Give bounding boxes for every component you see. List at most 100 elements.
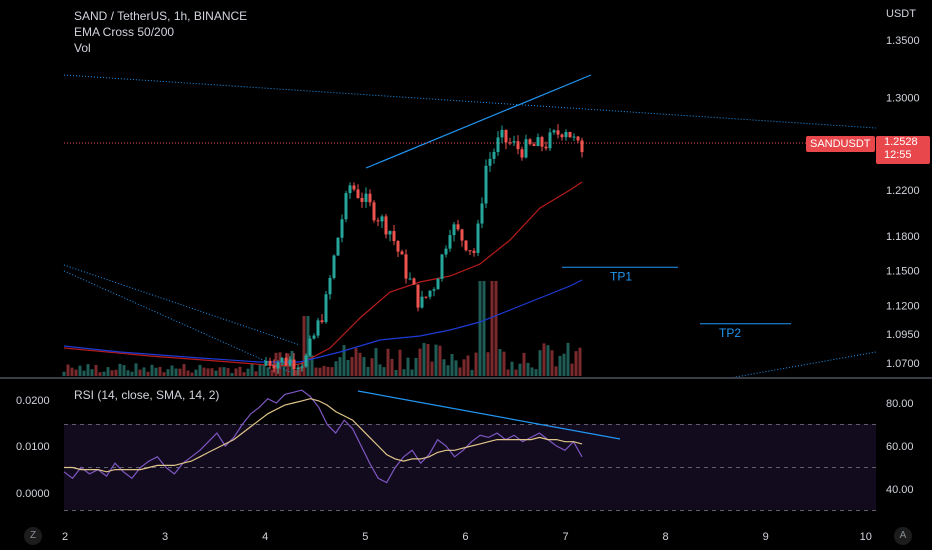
rsi-series	[63, 389, 876, 511]
candle-body	[548, 132, 552, 149]
volume-bar	[386, 348, 390, 376]
candle-body	[340, 219, 344, 238]
candle-body	[316, 320, 320, 336]
volume-bar	[302, 316, 306, 376]
candle-body	[292, 359, 296, 369]
time-tick-label: 6	[462, 531, 468, 543]
candle-body	[580, 140, 584, 153]
candle-body	[532, 144, 536, 146]
volume-bar	[278, 352, 282, 376]
volume-bar	[294, 369, 298, 376]
rsi-divergence-line	[357, 390, 621, 440]
take-profit-levels: TP1 TP2	[562, 266, 791, 340]
volume-bar	[66, 364, 70, 376]
volume-bar	[350, 356, 354, 376]
symbol-title[interactable]: SAND / TetherUS, 1h, BINANCE	[74, 9, 248, 23]
volume-bar	[306, 316, 310, 376]
volume-bar	[310, 355, 314, 376]
time-tick-label: 3	[162, 531, 168, 543]
volume-bar	[446, 365, 450, 376]
candle-body	[468, 250, 472, 252]
volume-bar	[366, 367, 370, 376]
rsi-indicator-label[interactable]: RSI (14, close, SMA, 14, 2)	[74, 388, 220, 402]
candle-body	[516, 141, 520, 150]
volume-bar	[418, 348, 422, 376]
volume-bar	[222, 367, 226, 376]
volume-indicator-label[interactable]: Vol	[74, 41, 91, 55]
candle-body	[476, 223, 480, 253]
ema-200-line	[63, 279, 583, 363]
candle-body	[328, 277, 332, 295]
candle-body	[308, 338, 312, 356]
resistance-trendline	[63, 74, 877, 129]
volume-bar	[118, 363, 122, 376]
volume-bar	[198, 364, 202, 376]
candle-body	[348, 185, 352, 194]
volume-bar	[514, 369, 518, 376]
volume-bar	[538, 350, 542, 376]
volume-bar	[166, 369, 170, 376]
volume-bar	[174, 368, 178, 376]
volume-bar	[442, 359, 446, 376]
volume-bar	[178, 368, 182, 376]
volume-bar	[106, 367, 110, 376]
volume-bar	[254, 371, 258, 376]
candle-countdown: 12:55	[884, 149, 912, 161]
time-tick-label: 5	[362, 531, 368, 543]
candle-body	[460, 229, 464, 241]
volume-bar	[326, 366, 330, 376]
price-tick-label: 1.2200	[886, 185, 920, 197]
volume-bar	[458, 367, 462, 376]
volume-bar	[526, 362, 530, 376]
candle-body	[408, 278, 412, 280]
volume-tick-label: 0.0100	[16, 441, 50, 453]
volume-bar	[170, 365, 174, 376]
price-axis[interactable]: 1.35001.30001.26001.22001.18001.15001.12…	[886, 35, 920, 370]
candle-body	[472, 250, 476, 253]
candle-body	[480, 203, 484, 224]
rsi-tick-label: 80.00	[886, 398, 914, 410]
candle-body	[388, 231, 392, 235]
candle-body	[268, 360, 272, 366]
candle-body	[488, 158, 492, 166]
candle-body	[356, 189, 360, 198]
volume-bar	[430, 361, 434, 376]
ema-50-line	[63, 181, 583, 367]
auto-scale-button[interactable]: A	[894, 527, 912, 545]
volume-bar	[98, 372, 102, 376]
candle-body	[536, 137, 540, 146]
zoom-reset-button[interactable]: Z	[24, 527, 42, 545]
candle-body	[284, 357, 288, 366]
volume-bar	[138, 369, 142, 376]
time-tick-label: 4	[262, 531, 268, 543]
volume-bar	[102, 371, 106, 376]
volume-bar	[482, 281, 486, 376]
volume-bar	[142, 367, 146, 376]
volume-bar	[394, 369, 398, 376]
volume-bar	[158, 366, 162, 376]
candle-body	[384, 216, 388, 235]
volume-bar	[250, 363, 254, 376]
volume-bar	[474, 352, 478, 376]
volume-bar	[186, 370, 190, 376]
rsi-line	[63, 389, 583, 484]
ema-indicator-label[interactable]: EMA Cross 50/200	[74, 25, 175, 39]
candle-body	[512, 141, 516, 143]
volume-bar	[506, 369, 510, 376]
rsi-ma-line	[64, 398, 583, 473]
candle-body	[332, 255, 336, 278]
volume-bar	[334, 361, 338, 376]
volume-bar	[274, 352, 278, 376]
rsi-axis[interactable]: 80.00 60.00 40.00	[886, 398, 914, 496]
volume-bar	[570, 363, 574, 376]
volume-bar	[354, 348, 358, 376]
volume-bars	[62, 281, 582, 376]
volume-bar	[558, 355, 562, 376]
volume-bar	[242, 372, 246, 376]
volume-tick-label: 0.0000	[16, 488, 50, 500]
tp-label: TP2	[719, 326, 741, 340]
time-axis[interactable]: 2 3 4 5 6 7 8 9 10	[62, 531, 872, 543]
volume-bar	[122, 365, 126, 376]
price-tick-label: 1.1800	[886, 231, 920, 243]
